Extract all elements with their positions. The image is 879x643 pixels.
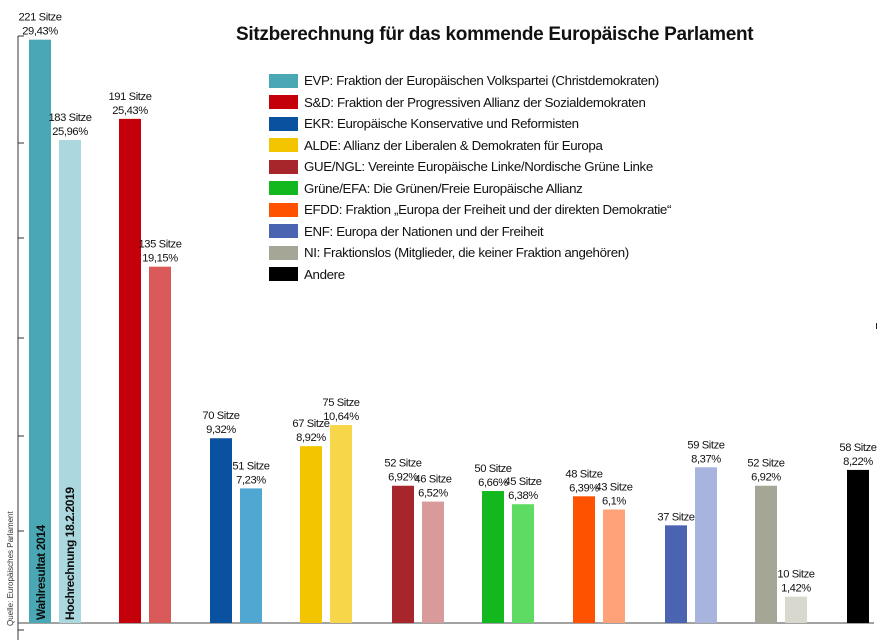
bar-alde-2014 — [300, 446, 322, 623]
seats-label-efdd-2014: 48 Sitze — [565, 468, 602, 480]
seats-label-enf-2014: 37 Sitze — [657, 511, 694, 523]
legend-label-efdd: EFDD: Fraktion „Europa der Freiheit und … — [304, 202, 672, 218]
pct-label-gr-ne-efa-2019: 6,38% — [508, 490, 538, 502]
pct-label-ekr-2014: 9,32% — [206, 424, 236, 436]
bar-efdd-2019 — [603, 509, 625, 623]
legend-swatch-gruene-efa — [269, 181, 298, 196]
seats-label-ekr-2019: 51 Sitze — [232, 460, 269, 472]
bar-text-wahlresultat: Wahlresultat 2014 — [34, 524, 48, 620]
seats-label-enf-2019: 59 Sitze — [687, 439, 724, 451]
legend-label-enf: ENF: Europa der Nationen und der Freihei… — [304, 223, 544, 239]
bar-ekr-2019 — [240, 488, 262, 623]
seats-label-gr-ne-efa-2019: 45 Sitze — [504, 476, 541, 488]
pct-label-efdd-2014: 6,39% — [569, 482, 599, 494]
legend-label-sd: S&D: Fraktion der Progressiven Allianz d… — [304, 94, 646, 110]
pct-label-gr-ne-efa-2014: 6,66% — [478, 477, 508, 489]
seats-label-efdd-2019: 43 Sitze — [595, 482, 632, 494]
pct-label-evp-2014: 29,43% — [22, 26, 58, 38]
pct-label-evp-2019: 25,96% — [52, 126, 88, 138]
bar-gr-ne-efa-2019 — [512, 504, 534, 623]
pct-label-ni-2019: 1,42% — [781, 583, 811, 595]
seats-label-gr-ne-efa-2014: 50 Sitze — [474, 463, 511, 475]
legend-label-alde: ALDE: Allianz der Liberalen & Demokraten… — [304, 137, 603, 153]
seats-label-s-d-2014: 191 Sitze — [108, 91, 151, 103]
pct-label-alde-2014: 8,92% — [296, 432, 326, 444]
seats-label-ni-2014: 52 Sitze — [747, 458, 784, 470]
legend-item-enf: ENF: Europa der Nationen und der Freihei… — [269, 221, 709, 243]
bar-text-hochrechnung: Hochrechnung 18.2.2019 — [63, 487, 77, 620]
legend-item-alde: ALDE: Allianz der Liberalen & Demokraten… — [269, 135, 709, 157]
bar-enf-2014 — [665, 525, 687, 623]
pct-label-s-d-2014: 25,43% — [112, 105, 148, 117]
bar-gue-ngl-2019 — [422, 501, 444, 623]
bar-efdd-2014 — [573, 496, 595, 623]
seats-label-alde-2014: 67 Sitze — [292, 418, 329, 430]
legend-swatch-ekr — [269, 116, 298, 131]
pct-label-alde-2019: 10,64% — [323, 411, 359, 423]
seats-label-evp-2014: 221 Sitze — [18, 12, 61, 24]
legend-label-ekr: EKR: Europäische Konservative und Reform… — [304, 116, 579, 132]
legend-label-gue-ngl: GUE/NGL: Vereinte Europäische Linke/Nord… — [304, 159, 653, 175]
bar-alde-2019 — [330, 425, 352, 623]
bar-evp-2014 — [29, 39, 51, 623]
source-note: Quelle: Europäisches Parlament — [6, 511, 15, 626]
legend-swatch-andere — [269, 267, 298, 282]
seats-label-alde-2019: 75 Sitze — [322, 397, 359, 409]
legend-swatch-ni — [269, 245, 298, 260]
bar-s-d-2019 — [149, 266, 171, 623]
chart-title: Sitzberechnung für das kommende Europäis… — [236, 24, 754, 45]
legend-swatch-alde — [269, 138, 298, 153]
bar-gr-ne-efa-2014 — [482, 491, 504, 623]
seats-label-s-d-2019: 135 Sitze — [138, 239, 181, 251]
legend-swatch-enf — [269, 224, 298, 239]
legend-item-efdd: EFDD: Fraktion „Europa der Freiheit und … — [269, 199, 709, 221]
pct-label-ekr-2019: 7,23% — [236, 474, 266, 486]
legend-label-andere: Andere — [304, 266, 345, 282]
legend-item-ni: NI: Fraktionslos (Mitglieder, die keiner… — [269, 242, 709, 264]
bar-evp-2019 — [59, 139, 81, 623]
legend-item-gruene-efa: Grüne/EFA: Die Grünen/Freie Europäische … — [269, 178, 709, 200]
bar-enf-2019 — [695, 467, 717, 623]
seats-label-gue-ngl-2019: 46 Sitze — [414, 474, 451, 486]
seats-label-evp-2019: 183 Sitze — [48, 112, 91, 124]
pct-label-efdd-2019: 6,1% — [602, 496, 626, 508]
bar-s-d-2014 — [119, 118, 141, 623]
bar-ni-2019 — [785, 596, 807, 623]
legend-swatch-efdd — [269, 202, 298, 217]
legend-item-evp: EVP: Fraktion der Europäischen Volkspart… — [269, 70, 709, 92]
bar-ni-2014 — [755, 485, 777, 623]
legend-item-sd: S&D: Fraktion der Progressiven Allianz d… — [269, 92, 709, 114]
edge-tick-mark — [876, 323, 877, 329]
pct-label-enf-2019: 8,37% — [691, 453, 721, 465]
legend-item-gue-ngl: GUE/NGL: Vereinte Europäische Linke/Nord… — [269, 156, 709, 178]
pct-label-gue-ngl-2019: 6,52% — [418, 488, 448, 500]
pct-label-ni-2014: 6,92% — [751, 472, 781, 484]
seats-label-ni-2019: 10 Sitze — [777, 569, 814, 581]
legend-swatch-sd — [269, 95, 298, 110]
seats-label-andere-2019: 58 Sitze — [839, 442, 876, 454]
bar-gue-ngl-2014 — [392, 485, 414, 623]
legend-label-evp: EVP: Fraktion der Europäischen Volkspart… — [304, 73, 659, 89]
legend-label-gruene-efa: Grüne/EFA: Die Grünen/Freie Europäische … — [304, 180, 583, 196]
seats-label-gue-ngl-2014: 52 Sitze — [384, 458, 421, 470]
seats-label-ekr-2014: 70 Sitze — [202, 410, 239, 422]
legend: EVP: Fraktion der Europäischen Volkspart… — [269, 70, 709, 285]
pct-label-andere-2019: 8,22% — [843, 456, 873, 468]
pct-label-s-d-2019: 19,15% — [142, 253, 178, 265]
legend-item-andere: Andere — [269, 264, 709, 286]
legend-swatch-gue-ngl — [269, 159, 298, 174]
bar-ekr-2014 — [210, 438, 232, 623]
legend-swatch-evp — [269, 73, 298, 88]
pct-label-gue-ngl-2014: 6,92% — [388, 472, 418, 484]
bar-andere-2019 — [847, 469, 869, 623]
legend-label-ni: NI: Fraktionslos (Mitglieder, die keiner… — [304, 245, 629, 261]
legend-item-ekr: EKR: Europäische Konservative und Reform… — [269, 113, 709, 135]
